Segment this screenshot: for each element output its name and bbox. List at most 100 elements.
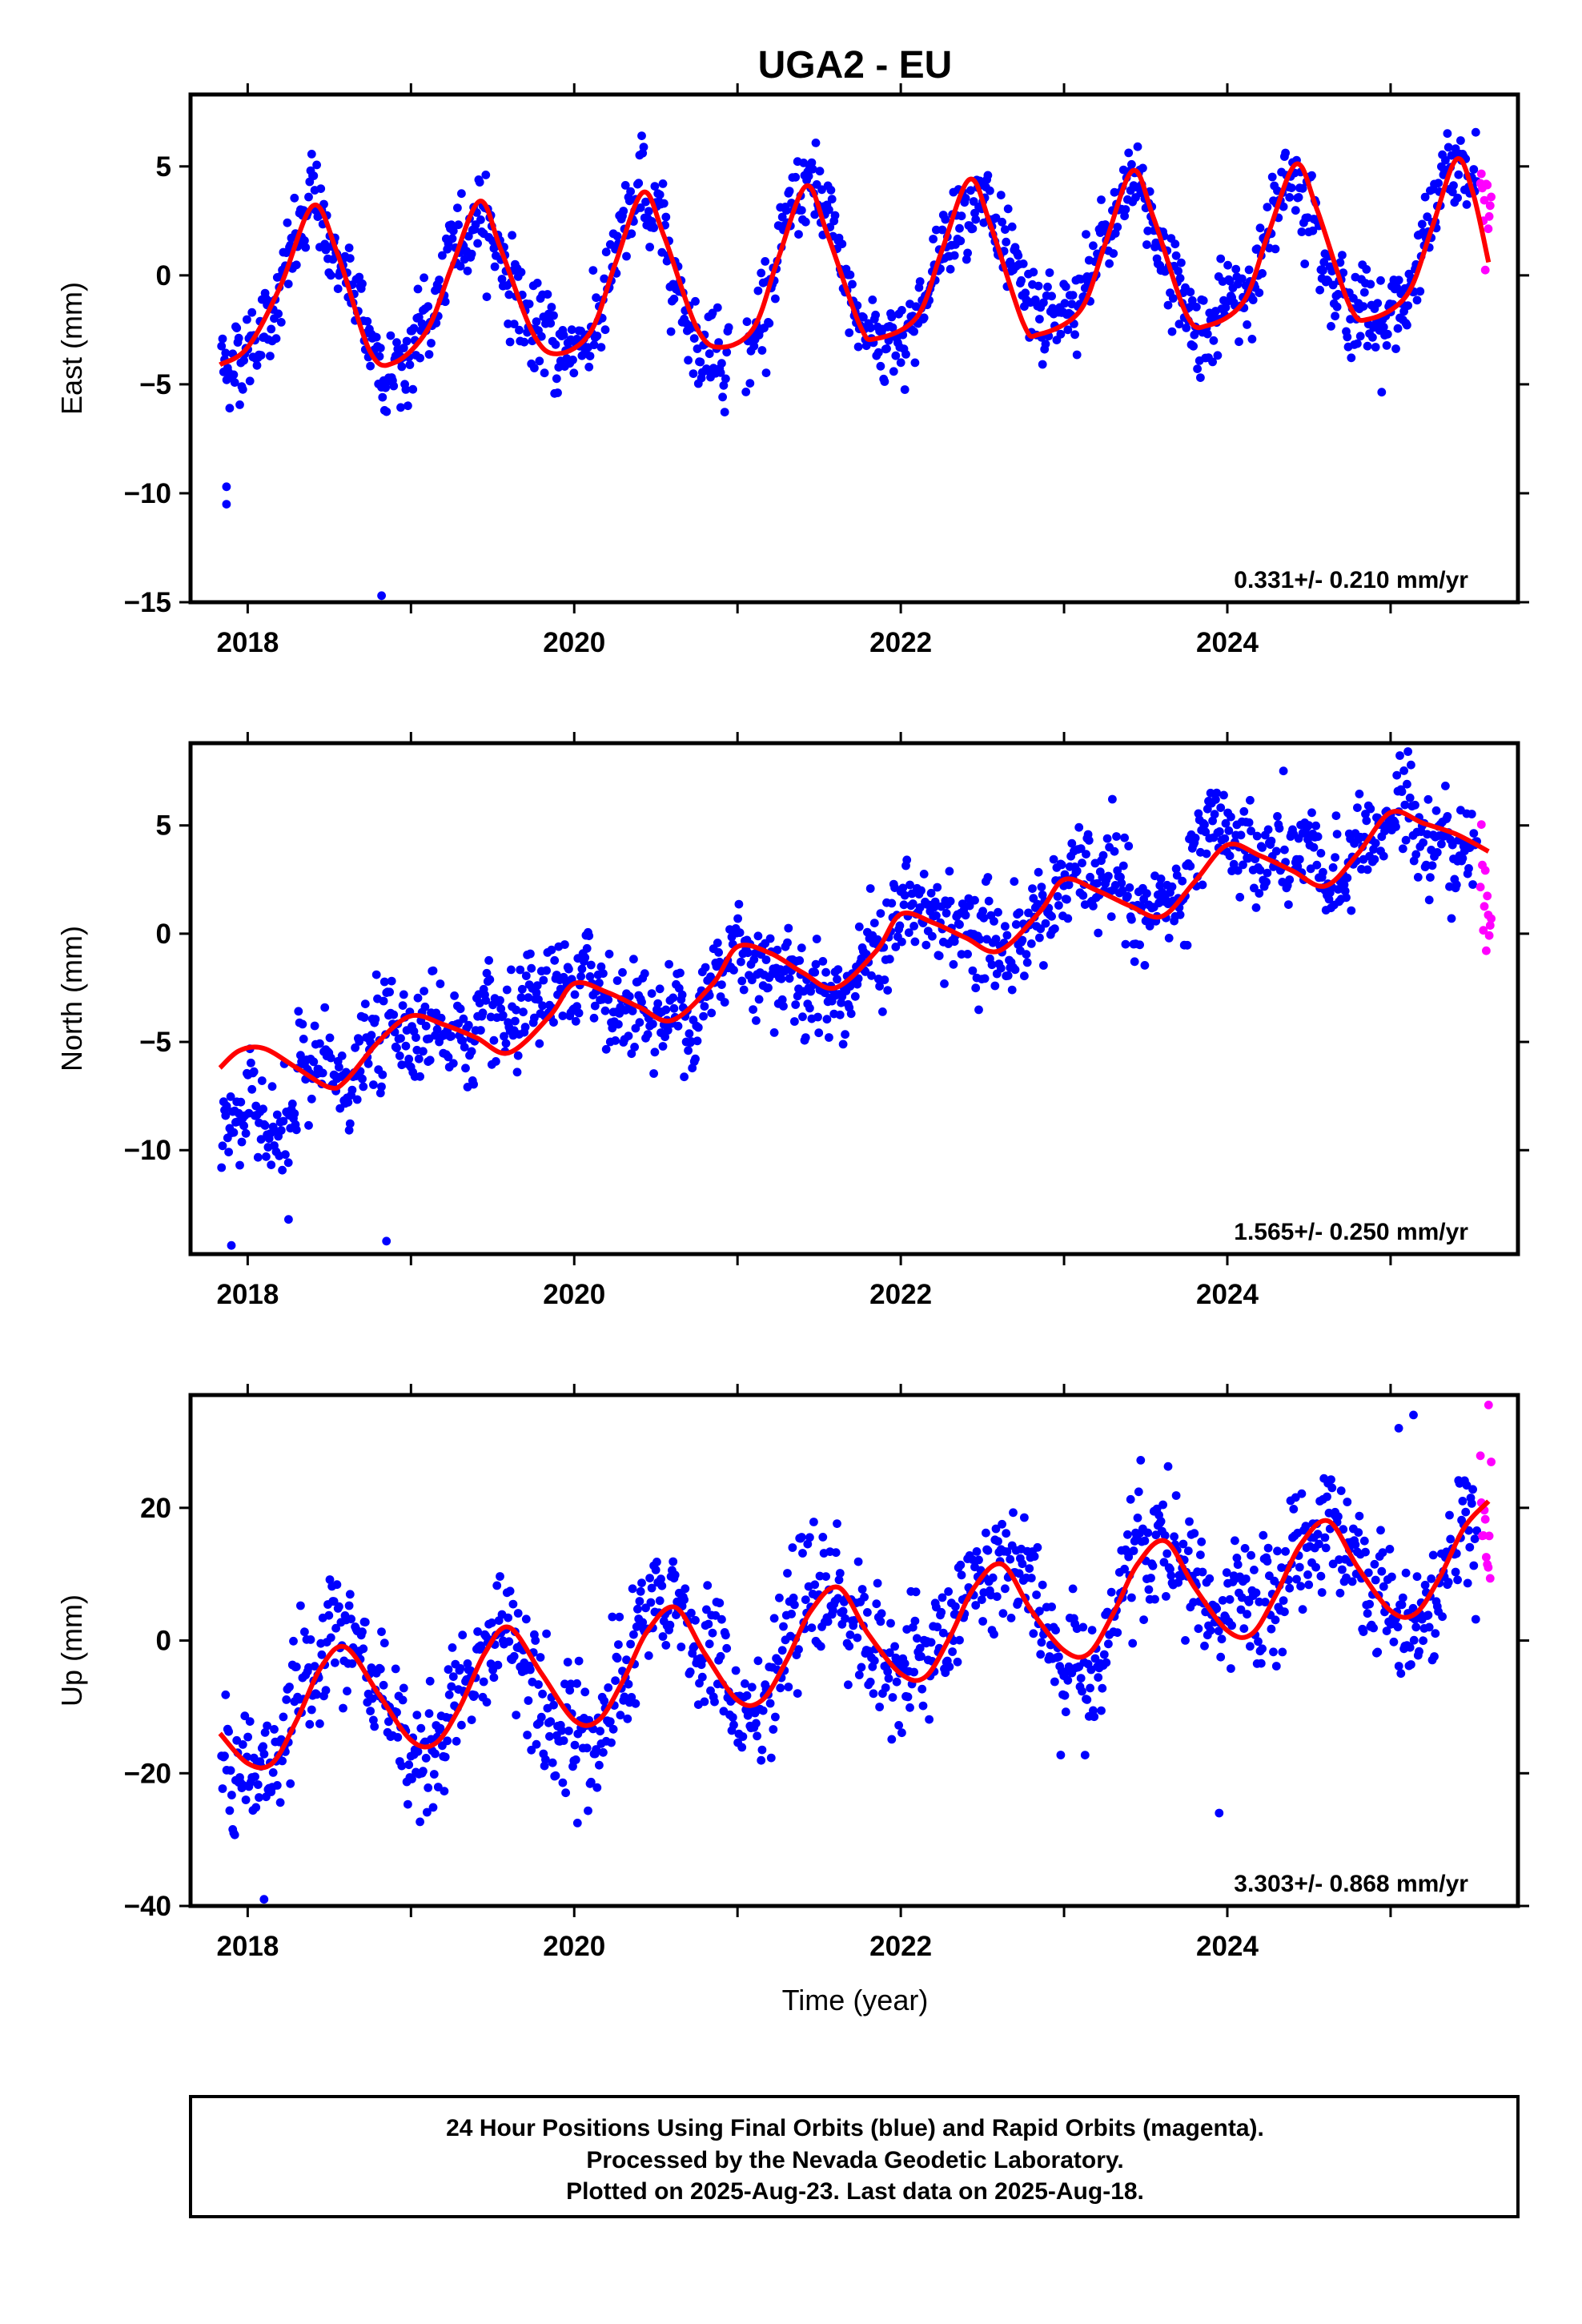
north-final-point: [492, 1057, 500, 1066]
east-final-point: [530, 364, 539, 372]
north-final-point: [521, 971, 531, 980]
up-final-point: [883, 1667, 893, 1676]
up-final-point: [600, 1696, 609, 1706]
up-final-point: [366, 1707, 375, 1716]
up-rate-label: 3.303+/- 0.868 mm/yr: [1234, 1871, 1468, 1897]
north-final-point: [677, 990, 687, 999]
east-rapid-point: [1480, 265, 1490, 275]
east-final-point: [1403, 320, 1411, 330]
east-final-point: [1347, 353, 1356, 363]
north-y-axis-label: North (mm): [55, 926, 88, 1072]
north-final-point: [1331, 853, 1339, 862]
up-final-point: [1361, 1547, 1370, 1557]
up-final-point: [831, 1548, 841, 1558]
north-final-point: [287, 1100, 297, 1108]
north-final-point: [262, 1152, 271, 1161]
up-final-point: [1127, 1593, 1136, 1602]
east-final-point: [247, 308, 257, 317]
up-final-point: [753, 1656, 763, 1666]
north-final-point: [1464, 864, 1473, 873]
east-final-point: [1070, 330, 1079, 340]
north-final-point: [1443, 812, 1452, 821]
up-final-point: [259, 1749, 269, 1759]
north-final-point: [584, 931, 594, 940]
up-final-point: [731, 1666, 741, 1675]
north-final-point: [915, 903, 925, 912]
north-final-point: [576, 971, 585, 981]
east-final-point: [1072, 350, 1082, 360]
east-final-point: [600, 325, 610, 335]
east-final-point: [797, 206, 806, 215]
up-final-point: [1251, 1588, 1261, 1598]
east-final-point: [467, 249, 476, 259]
east-final-point: [637, 131, 646, 141]
north-final-point: [747, 975, 757, 985]
north-final-point: [1064, 880, 1074, 890]
north-final-point: [291, 1125, 301, 1135]
east-final-point: [520, 337, 529, 347]
east-final-point: [1216, 254, 1226, 263]
east-final-point: [312, 160, 321, 170]
east-final-point: [1247, 335, 1257, 344]
east-final-point: [1339, 268, 1348, 277]
north-final-point: [1395, 751, 1404, 760]
up-final-point: [753, 1731, 761, 1741]
north-final-point: [629, 955, 638, 964]
up-final-point: [1106, 1587, 1116, 1597]
north-final-point: [512, 1068, 522, 1077]
up-final-point: [742, 1691, 752, 1700]
east-final-point: [669, 294, 679, 304]
east-final-point: [1138, 163, 1147, 173]
north-final-point: [1423, 794, 1433, 804]
east-ytick-label: −5: [139, 369, 171, 400]
east-final-point: [619, 207, 628, 215]
north-final-point: [1084, 836, 1094, 845]
north-final-point: [516, 993, 526, 1002]
north-final-point: [663, 1026, 673, 1035]
up-final-point: [769, 1725, 778, 1734]
up-final-point: [771, 1712, 780, 1722]
up-final-point: [977, 1595, 986, 1604]
north-final-point: [363, 1059, 373, 1068]
north-final-point: [1201, 827, 1211, 837]
north-plot-frame: [188, 741, 1520, 1256]
up-rapid-outlier-point: [1484, 1401, 1493, 1409]
up-final-point: [620, 1692, 629, 1702]
up-final-point: [863, 1608, 872, 1617]
east-final-point: [375, 352, 384, 361]
north-final-point: [516, 965, 525, 975]
up-final-point: [1205, 1574, 1215, 1583]
east-final-point: [266, 352, 275, 360]
east-final-point: [845, 328, 854, 337]
up-final-point: [456, 1664, 465, 1673]
up-rapid-point: [1485, 1574, 1495, 1583]
up-xtick-label: 2020: [543, 1931, 605, 1962]
east-final-point: [424, 350, 434, 359]
north-final-point: [806, 987, 815, 996]
up-final-point: [1014, 1569, 1024, 1578]
east-outlier-point: [377, 591, 386, 601]
north-final-point: [1279, 766, 1288, 776]
north-final-point: [867, 971, 876, 980]
north-final-point: [513, 1051, 523, 1060]
up-final-point: [788, 1543, 797, 1552]
east-final-point: [473, 239, 482, 248]
north-final-point: [1316, 849, 1326, 858]
up-final-point: [1336, 1486, 1346, 1495]
east-final-point: [1101, 220, 1110, 229]
up-final-point: [1246, 1642, 1255, 1651]
east-final-point: [1383, 329, 1392, 339]
north-final-point: [352, 1095, 362, 1104]
up-final-point: [1347, 1577, 1357, 1586]
east-final-point: [794, 230, 803, 239]
up-final-point: [1298, 1605, 1307, 1614]
north-final-point: [416, 1072, 424, 1081]
up-final-point: [681, 1584, 690, 1594]
east-final-point: [1297, 227, 1307, 236]
north-final-point: [783, 938, 792, 947]
north-outlier-point: [382, 1236, 391, 1246]
east-final-point: [1237, 274, 1247, 283]
east-final-point: [283, 218, 292, 227]
north-rapid-point: [1483, 891, 1492, 901]
north-final-point: [940, 979, 949, 988]
